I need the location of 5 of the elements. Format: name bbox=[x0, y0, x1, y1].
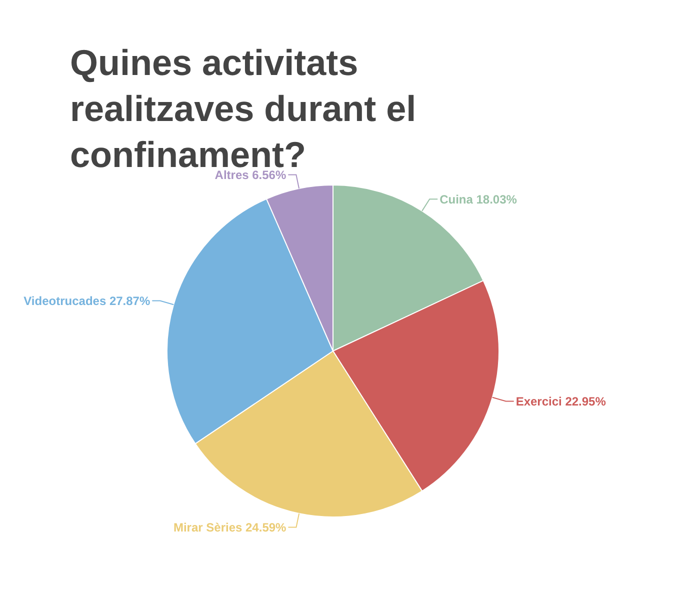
slice-label: Videotrucades 27.87% bbox=[24, 294, 150, 308]
slice-label: Mirar Sèries 24.59% bbox=[173, 520, 287, 534]
slice-label: Exercici 22.95% bbox=[516, 394, 606, 408]
slice-label: Cuina 18.03% bbox=[440, 192, 518, 206]
slice-label: Altres 6.56% bbox=[214, 168, 286, 182]
